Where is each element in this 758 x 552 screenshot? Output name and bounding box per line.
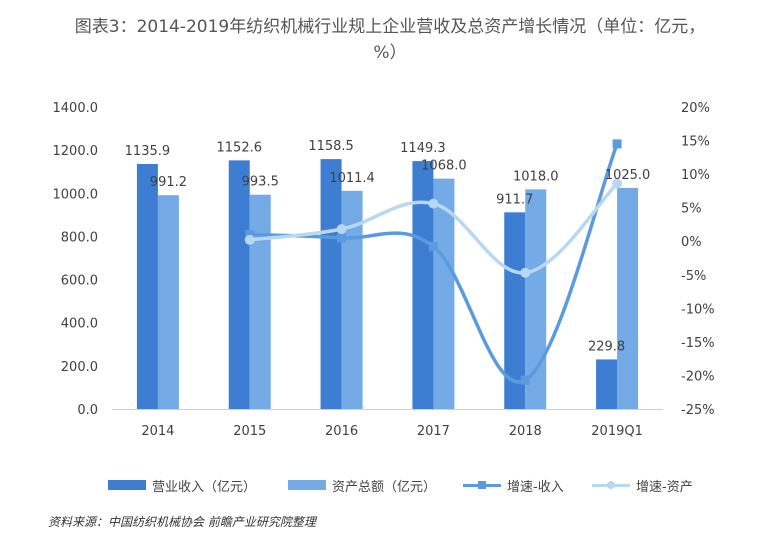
left-tick-label: 800.0 [61,230,98,245]
point-revenue-growth [612,139,622,149]
point-revenue-growth [337,233,347,243]
legend-swatch-revenue [108,480,146,490]
point-revenue-growth [428,242,438,252]
left-tick-label: 0.0 [77,403,98,418]
point-assets-growth [612,178,623,189]
bar-revenue [412,161,434,409]
legend-item-revenue: 营业收入（亿元） [108,474,256,496]
point-assets-growth [336,224,347,235]
bar-revenue [228,160,250,409]
chart-title: 图表3：2014-2019年纺织机械行业规上企业营收及总资产增长情况（单位：亿元… [74,17,706,63]
right-tick-label: -20% [681,369,715,384]
bar-revenue [596,359,618,409]
bar-assets [249,194,271,409]
legend-swatch-assets [288,480,326,490]
left-tick-label: 200.0 [61,360,98,375]
legend-item-revenue-growth: 增速-收入 [463,474,564,496]
point-assets-growth [428,198,439,209]
bar-revenue [136,163,158,409]
x-tick-label: 2014 [141,424,174,439]
data-label-revenue: 229.8 [588,339,625,354]
x-tick-label: 2019Q1 [591,424,643,439]
right-tick-label: 5% [681,202,702,217]
bar-revenue [320,159,342,409]
legend-item-assets-growth: 增速-资产 [592,474,693,496]
bar-assets [157,195,179,409]
legend-label-revenue: 营业收入（亿元） [152,479,257,495]
right-tick-label: -25% [681,403,715,418]
bar-assets [341,190,363,409]
data-label-revenue: 1149.3 [400,141,446,156]
right-tick-label: -15% [681,336,715,351]
x-tick-label: 2018 [509,424,542,439]
left-tick-label: 1000.0 [53,187,99,202]
legend-item-assets: 资产总额（亿元） [288,474,436,496]
right-tick-label: 20% [681,101,710,116]
right-tick-label: -5% [681,269,706,284]
right-tick-label: 10% [681,168,710,183]
data-label-assets: 993.5 [242,175,279,190]
x-tick-label: 2015 [233,424,266,439]
left-tick-label: 400.0 [61,317,98,332]
point-assets-growth [244,234,255,245]
point-revenue-growth [520,375,530,385]
data-label-assets: 1011.4 [329,171,375,186]
data-label-revenue: 911.7 [496,192,533,207]
data-label-revenue: 1152.6 [217,140,263,155]
bar-revenue [504,212,526,409]
legend-label-assets-growth: 增速-资产 [636,479,693,495]
legend-label-assets: 资产总额（亿元） [332,479,437,495]
legend-swatch-revenue-growth [463,480,501,490]
data-label-assets: 1018.0 [513,169,559,184]
x-tick-label: 2016 [325,424,358,439]
line-revenue-growth [248,142,619,384]
data-label-revenue: 1158.5 [308,139,354,154]
left-tick-label: 600.0 [61,274,98,289]
legend-swatch-assets-growth [592,480,630,490]
legend-label-revenue-growth: 增速-收入 [507,479,564,495]
bar-assets [433,178,455,409]
combo-chart: 0.0 200.0 400.0 600.0 800.0 1000.0 1200.0 1400.… [53,101,715,439]
point-assets-growth [520,267,531,278]
right-tick-label: 15% [681,135,710,150]
left-tick-label: 1200.0 [53,144,99,159]
right-tick-label: -10% [681,302,715,317]
source-note: 资料来源：中国纺织机械协会 前瞻产业研究院整理 [48,515,316,529]
left-tick-label: 1400.0 [53,101,99,116]
bar-assets [617,187,639,409]
data-label-assets: 991.2 [150,175,187,190]
x-tick-label: 2017 [417,424,450,439]
data-label-assets: 1068.0 [421,159,467,174]
bar-assets [525,189,547,409]
data-label-assets: 1025.0 [605,168,651,183]
right-tick-label: 0% [681,235,702,250]
data-label-revenue: 1135.9 [125,144,171,159]
point-revenue-growth [245,230,255,240]
legend: 营业收入（亿元） 资产总额（亿元） 增速-收入 增速-资产 [0,474,758,496]
